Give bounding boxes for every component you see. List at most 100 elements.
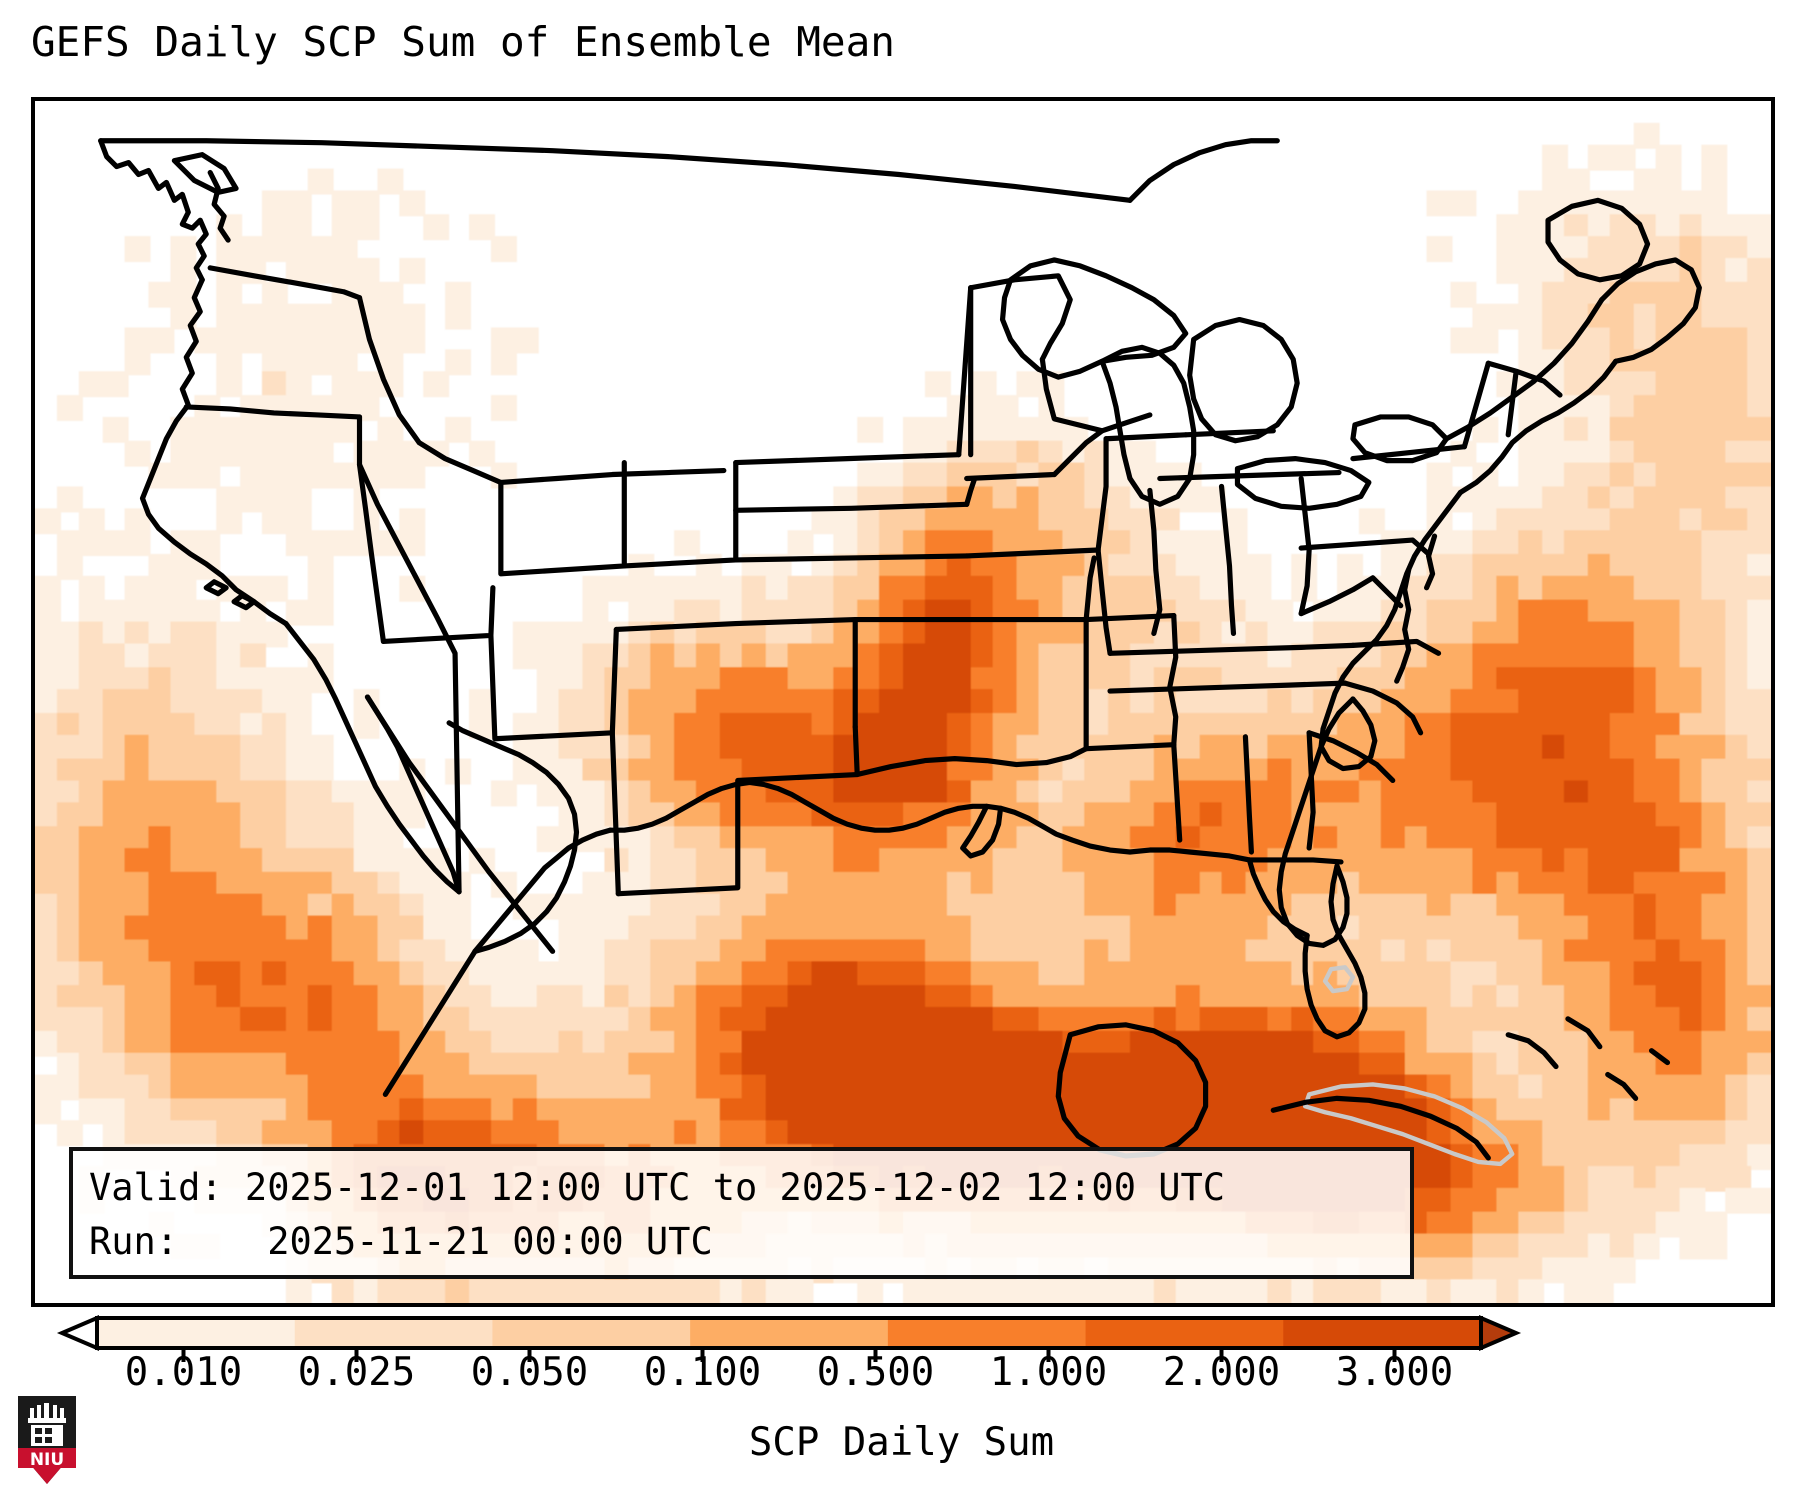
colorbar-ticks	[181, 1348, 1397, 1362]
colorbar-band-3	[690, 1318, 889, 1348]
coastline-california	[139, 277, 289, 627]
state-border-ok-tx	[854, 746, 1089, 778]
map-panel: Valid: 2025-12-01 12:00 UTC to 2025-12-0…	[31, 97, 1775, 1307]
delaware-bay	[1423, 533, 1438, 591]
state-border-mi-wi	[1099, 412, 1153, 434]
colorbar-band-4	[887, 1318, 1087, 1348]
state-border-il-in-oh-north	[1157, 469, 1342, 482]
colorbar-tick-label-2: 0.050	[470, 1350, 589, 1395]
cuba-island-outline	[1270, 1095, 1491, 1161]
colorbar-axis-label: SCP Daily Sum	[748, 1420, 1055, 1465]
state-border-pa-md-wv	[1298, 537, 1432, 557]
state-border-nc-sc	[1342, 680, 1424, 736]
state-border-id-mt	[356, 295, 504, 486]
state-border-ar-la	[1083, 742, 1177, 752]
state-border-nv-ut	[356, 461, 496, 644]
coastline-florida-east	[1302, 863, 1368, 1040]
state-border-mt-wy	[498, 467, 727, 486]
state-border-ms-al	[1242, 734, 1254, 855]
state-border-wy-co-ne	[621, 460, 739, 569]
state-border-mi-in-oh	[1183, 428, 1276, 438]
coastline-new-england	[1457, 358, 1619, 495]
state-border-mn-ia	[964, 471, 1057, 482]
state-border-la-ms	[1171, 742, 1183, 843]
state-border-pa-ny	[1350, 444, 1468, 462]
state-border-wi-il	[1103, 432, 1189, 442]
great-lakes-superior	[999, 257, 1189, 380]
lake-okeechobee	[1322, 965, 1356, 994]
coastline-gulf	[607, 779, 1252, 863]
colorbar-frame	[95, 1316, 1483, 1350]
run-line: Run: 2025-11-21 00:00 UTC	[89, 1220, 713, 1263]
coastline-southeast	[1276, 696, 1356, 948]
mexico-east-interior	[382, 948, 478, 1097]
logo-red-band	[18, 1448, 76, 1468]
state-border-il-in	[1147, 487, 1163, 637]
colorbar-tick-label-5: 1.000	[989, 1350, 1108, 1395]
colorbar-band-1	[294, 1318, 493, 1348]
state-border-or-ca	[183, 404, 363, 420]
state-border-ca-nv-az	[356, 414, 462, 895]
great-lakes-huron	[1187, 316, 1300, 444]
state-border-wv-va	[1298, 575, 1404, 617]
state-border-co-nm	[613, 616, 858, 730]
state-border-sd-ia	[964, 475, 978, 507]
cuba-island	[1302, 1082, 1515, 1167]
state-border-mo-ky-il	[1095, 547, 1113, 656]
hudson-bay-south	[1127, 138, 1280, 203]
colorbar-band-6	[1283, 1318, 1482, 1348]
state-border-va-nc	[1350, 638, 1442, 656]
colorbar-tick-label-1: 0.025	[297, 1350, 416, 1395]
colorbar-over-arrow	[1479, 1314, 1522, 1352]
colorbar-under-arrow	[56, 1314, 99, 1352]
geography-outlines-layer	[98, 138, 1702, 1167]
coastline-pacific-nw	[98, 138, 209, 283]
state-border-ia-mo	[964, 547, 1101, 559]
colorbar-bands	[97, 1318, 1482, 1348]
state-border-mn-canada	[968, 273, 1073, 362]
colorbar-tick-label-0: 0.010	[124, 1350, 243, 1395]
state-border-sc-ga	[1306, 730, 1396, 784]
mississippi-delta	[960, 803, 1004, 859]
bahamas-islands	[1505, 1016, 1671, 1101]
coastline-puget-sound	[207, 169, 231, 243]
st-lawrence-river	[1443, 297, 1605, 442]
coastline-baja-california	[283, 620, 462, 895]
coastline-mid-atlantic	[1326, 489, 1464, 714]
state-border-ia-il	[1095, 436, 1109, 553]
coastline-texas	[472, 827, 613, 954]
state-border-nd-sd	[733, 452, 962, 466]
state-border-ne-states	[1485, 360, 1563, 438]
state-border-id-wy	[498, 460, 627, 577]
florida-peninsula-west	[1246, 857, 1310, 939]
state-border-in-oh	[1218, 483, 1237, 637]
rio-grande	[446, 720, 580, 954]
state-border-ga-fl	[1246, 857, 1344, 865]
state-border-wa-or	[207, 265, 363, 301]
great-lakes-ontario	[1350, 414, 1450, 464]
page-title: GEFS Daily SCP Sum of Ensemble Mean	[31, 18, 895, 66]
canada-maritimes	[1599, 257, 1702, 364]
state-border-sd-ne	[733, 501, 970, 513]
colorbar-band-5	[1085, 1318, 1284, 1348]
info-box: Valid: 2025-12-01 12:00 UTC to 2025-12-0…	[69, 1147, 1414, 1279]
colorbar-band-2	[492, 1318, 691, 1348]
colorbar-tick-label-4: 0.500	[816, 1350, 935, 1395]
colorbar-band-0	[97, 1318, 296, 1348]
scp-heatmap-layer	[35, 101, 1771, 1303]
newfoundland-gaspe	[1545, 197, 1651, 283]
niu-logo: NIU	[18, 1396, 76, 1484]
state-border-ar-ms	[1167, 612, 1179, 748]
great-lakes-erie	[1234, 456, 1372, 511]
state-border-ut-az-co	[488, 626, 619, 742]
colorbar-tick-label-6: 2.000	[1162, 1350, 1281, 1395]
state-border-ne-ks	[733, 553, 970, 563]
colorbar	[0, 1305, 1803, 1365]
colorbar-tick-label-7: 3.000	[1335, 1350, 1454, 1395]
yucatan-peninsula	[1055, 1022, 1209, 1159]
colorbar-tick-labels: 0.010 0.025 0.050 0.100 0.500 1.000 2.000 3.000	[0, 1350, 1803, 1410]
colorbar-svg	[56, 1314, 1522, 1362]
logo-castle-windows	[35, 1428, 52, 1443]
valid-line: Valid: 2025-12-01 12:00 UTC to 2025-12-0…	[89, 1166, 1226, 1209]
state-border-nm-tx	[615, 724, 860, 897]
